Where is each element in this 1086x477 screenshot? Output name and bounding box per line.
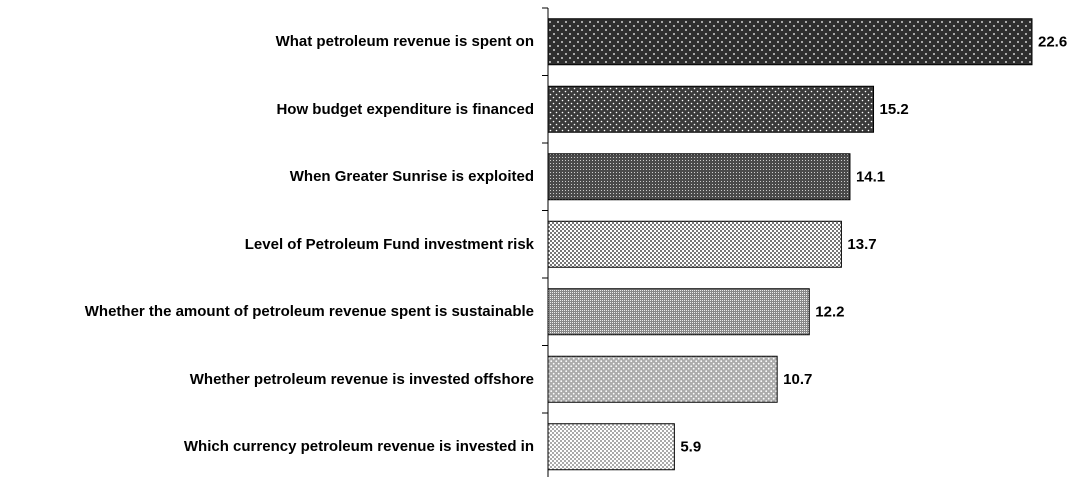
bar: [547, 220, 842, 268]
category-label: Level of Petroleum Fund investment risk: [0, 211, 534, 279]
category-label: When Greater Sunrise is exploited: [0, 143, 534, 211]
value-label: 15.2: [880, 101, 909, 118]
value-label: 12.2: [815, 304, 844, 321]
bar: [547, 423, 675, 471]
value-label: 5.9: [680, 439, 701, 456]
bar: [547, 288, 810, 336]
value-label: 22.6: [1038, 34, 1067, 51]
bar: [547, 85, 875, 133]
category-text: Which currency petroleum revenue is inve…: [183, 438, 534, 456]
value-label: 13.7: [847, 236, 876, 253]
bar: [547, 153, 851, 201]
category-label: Whether petroleum revenue is invested of…: [0, 346, 534, 414]
value-label: 10.7: [783, 371, 812, 388]
category-label: Whether the amount of petroleum revenue …: [0, 278, 534, 346]
category-text: How budget expenditure is financed: [276, 100, 534, 118]
category-label: What petroleum revenue is spent on: [0, 8, 534, 76]
category-text: What petroleum revenue is spent on: [275, 33, 534, 51]
category-label: How budget expenditure is financed: [0, 76, 534, 144]
category-text: When Greater Sunrise is exploited: [289, 168, 534, 186]
bar: [547, 18, 1033, 66]
bar: [547, 355, 778, 403]
category-text: Whether the amount of petroleum revenue …: [84, 303, 534, 321]
value-label: 14.1: [856, 169, 885, 186]
category-text: Whether petroleum revenue is invested of…: [189, 370, 534, 388]
category-label: Which currency petroleum revenue is inve…: [0, 413, 534, 477]
category-text: Level of Petroleum Fund investment risk: [244, 235, 534, 253]
